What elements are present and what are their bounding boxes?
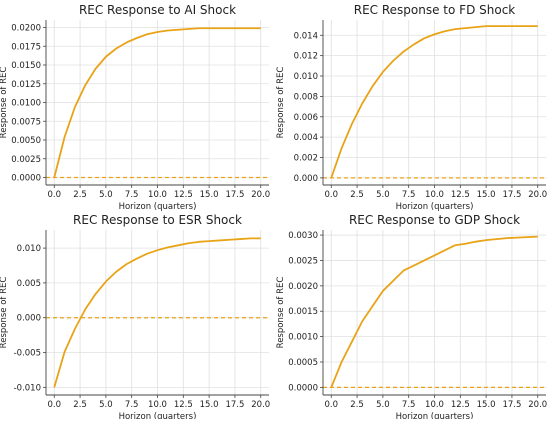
y-tick-label: 0.0200 bbox=[11, 24, 41, 34]
x-tick-label: 2.5 bbox=[73, 400, 87, 410]
y-tick-label: 0.014 bbox=[294, 31, 318, 41]
y-tick-label: 0.0175 bbox=[11, 42, 41, 52]
y-tick-label: 0.0030 bbox=[288, 231, 318, 241]
y-tick-label: 0.002 bbox=[294, 154, 318, 164]
x-tick-label: 2.5 bbox=[73, 190, 87, 200]
x-tick-label: 15.0 bbox=[200, 400, 219, 410]
x-axis-label: Horizon (quarters) bbox=[119, 202, 197, 212]
x-axis-label: Horizon (quarters) bbox=[119, 412, 197, 419]
x-tick-label: 20.0 bbox=[251, 400, 270, 410]
x-tick-label: 10.0 bbox=[425, 190, 444, 200]
x-tick-label: 5.0 bbox=[376, 190, 390, 200]
y-tick-label: 0.005 bbox=[17, 279, 41, 289]
y-tick-label: 0.000 bbox=[294, 174, 318, 184]
chart-title: REC Response to GDP Shock bbox=[349, 213, 520, 227]
x-tick-label: 17.5 bbox=[225, 190, 244, 200]
y-tick-label: 0.004 bbox=[294, 133, 318, 143]
x-tick-label: 15.0 bbox=[477, 400, 496, 410]
x-tick-label: 2.5 bbox=[350, 190, 364, 200]
x-tick-label: 17.5 bbox=[502, 190, 521, 200]
x-tick-label: 7.5 bbox=[402, 190, 416, 200]
x-tick-label: 0.0 bbox=[47, 400, 61, 410]
x-tick-label: 7.5 bbox=[125, 190, 139, 200]
x-tick-label: 17.5 bbox=[225, 400, 244, 410]
y-tick-label: 0.000 bbox=[17, 314, 41, 324]
x-tick-label: 7.5 bbox=[125, 400, 139, 410]
y-axis-label: Response of REC bbox=[276, 67, 286, 139]
y-tick-label: 0.0150 bbox=[11, 61, 41, 71]
x-tick-label: 20.0 bbox=[528, 190, 547, 200]
y-tick-label: 0.0020 bbox=[288, 282, 318, 292]
y-axis-label: Response of REC bbox=[0, 67, 9, 139]
y-tick-label: -0.005 bbox=[14, 349, 41, 359]
y-tick-label: 0.0100 bbox=[11, 99, 41, 109]
y-tick-label: 0.0000 bbox=[11, 174, 41, 184]
x-tick-label: 2.5 bbox=[350, 400, 364, 410]
y-tick-label: 0.0010 bbox=[288, 333, 318, 343]
x-tick-label: 15.0 bbox=[477, 190, 496, 200]
chart-title: REC Response to AI Shock bbox=[79, 3, 236, 17]
chart-title: REC Response to FD Shock bbox=[354, 3, 516, 17]
x-tick-label: 12.5 bbox=[174, 190, 193, 200]
x-tick-label: 10.0 bbox=[425, 400, 444, 410]
x-tick-label: 12.5 bbox=[174, 400, 193, 410]
x-tick-label: 5.0 bbox=[99, 190, 113, 200]
x-tick-label: 10.0 bbox=[148, 190, 167, 200]
y-tick-label: 0.0125 bbox=[11, 80, 41, 90]
y-tick-label: 0.010 bbox=[294, 72, 318, 82]
x-tick-label: 15.0 bbox=[200, 190, 219, 200]
x-tick-label: 12.5 bbox=[451, 400, 470, 410]
y-tick-label: 0.010 bbox=[17, 244, 41, 254]
y-tick-label: 0.0015 bbox=[288, 307, 318, 317]
x-tick-label: 7.5 bbox=[402, 400, 416, 410]
y-axis-label: Response of REC bbox=[0, 277, 9, 349]
y-tick-label: 0.0025 bbox=[11, 155, 41, 165]
x-tick-label: 17.5 bbox=[502, 400, 521, 410]
y-axis-label: Response of REC bbox=[276, 277, 286, 349]
x-tick-label: 0.0 bbox=[324, 400, 338, 410]
x-tick-label: 10.0 bbox=[148, 400, 167, 410]
x-tick-label: 0.0 bbox=[324, 190, 338, 200]
x-tick-label: 5.0 bbox=[376, 400, 390, 410]
y-tick-label: 0.0000 bbox=[288, 383, 318, 393]
y-tick-label: 0.0025 bbox=[288, 256, 318, 266]
x-axis-label: Horizon (quarters) bbox=[396, 202, 474, 212]
y-tick-label: 0.0005 bbox=[288, 358, 318, 368]
y-tick-label: 0.008 bbox=[294, 92, 318, 102]
x-tick-label: 5.0 bbox=[99, 400, 113, 410]
x-tick-label: 12.5 bbox=[451, 190, 470, 200]
x-tick-label: 0.0 bbox=[47, 190, 61, 200]
chart-title: REC Response to ESR Shock bbox=[73, 213, 242, 227]
x-tick-label: 20.0 bbox=[528, 400, 547, 410]
y-tick-label: 0.0075 bbox=[11, 117, 41, 127]
y-tick-label: 0.012 bbox=[294, 52, 318, 62]
x-axis-label: Horizon (quarters) bbox=[396, 412, 474, 419]
y-tick-label: 0.0050 bbox=[11, 136, 41, 146]
y-tick-label: 0.006 bbox=[294, 113, 318, 123]
x-tick-label: 20.0 bbox=[251, 190, 270, 200]
y-tick-label: -0.010 bbox=[14, 383, 41, 393]
